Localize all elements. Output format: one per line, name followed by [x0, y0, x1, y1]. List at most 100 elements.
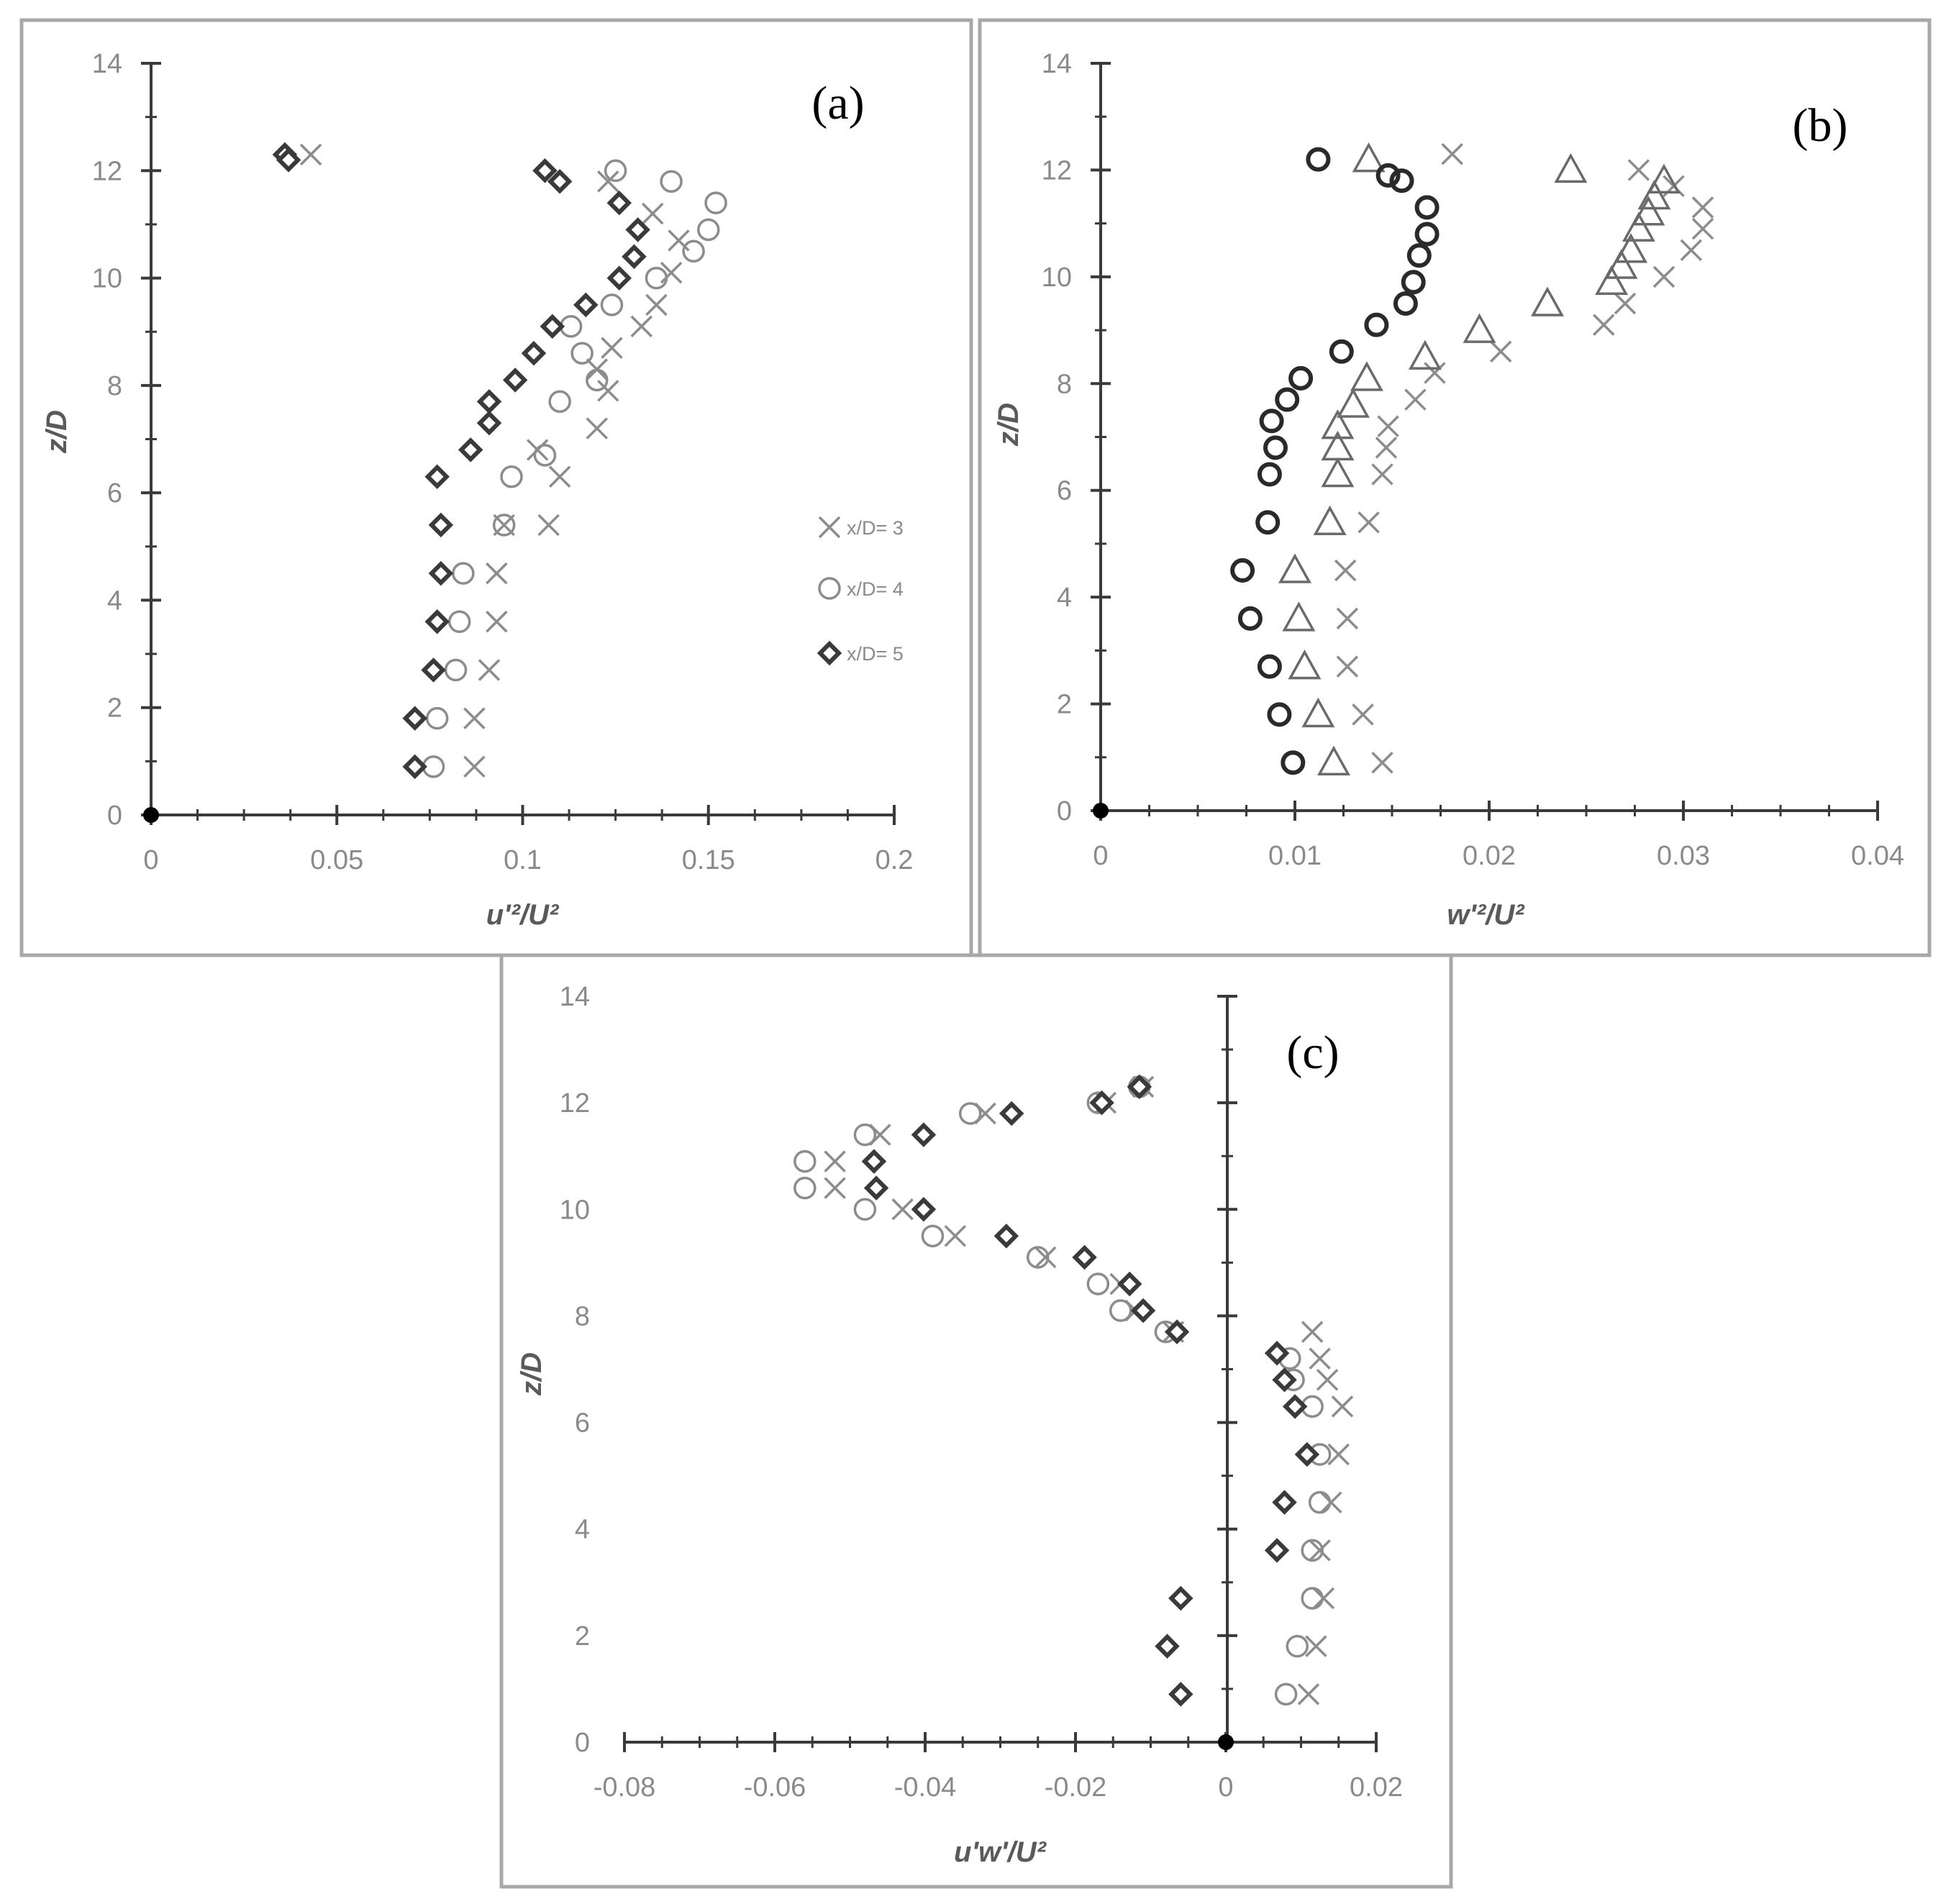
data-point [547, 168, 573, 194]
data-point [606, 190, 632, 216]
x-tick-label: 0.15 [682, 845, 735, 875]
data-point [1329, 339, 1354, 364]
data-point [1130, 1298, 1156, 1324]
data-point [463, 707, 486, 729]
data-point [1404, 388, 1427, 411]
y-axis-title: z/D [993, 403, 1024, 447]
data-point [622, 244, 647, 269]
y-tick-label: 4 [1057, 583, 1072, 613]
data-point [911, 1122, 937, 1147]
data-point [1371, 751, 1393, 774]
data-point [1259, 409, 1284, 434]
panel-letter: (a) [811, 77, 864, 129]
legend-marker [818, 516, 841, 539]
x-tick-label: -0.04 [894, 1772, 957, 1803]
data-point [1406, 243, 1432, 268]
y-tick-label: 2 [1057, 690, 1072, 720]
data-point [1350, 361, 1383, 391]
data-point [1321, 409, 1355, 439]
data-point [428, 512, 454, 538]
y-tick-label: 14 [92, 49, 122, 79]
series-x-d-4 [1278, 142, 1681, 775]
x-tick-label: 0.01 [1268, 841, 1322, 871]
data-point [1072, 1244, 1097, 1270]
data-point [1168, 1682, 1193, 1707]
data-point [645, 293, 668, 316]
panel-b: 0 0.01 0.02 0.03 0.04 0 2 4 6 8 10 12 14 w'²/U² z/D (b) [993, 49, 1904, 931]
data-point [853, 1198, 877, 1221]
data-point [944, 1225, 967, 1247]
x-tick-label: 0.2 [876, 845, 914, 875]
y-tick-label: 12 [92, 156, 122, 186]
data-point [1264, 1341, 1290, 1366]
data-point [1554, 152, 1588, 183]
data-point [863, 1175, 889, 1201]
data-point [1288, 650, 1322, 680]
data-point [1327, 1443, 1350, 1466]
y-tick-label: 14 [1042, 49, 1072, 79]
panel-c: -0.08 -0.06 -0.04 -0.02 0 0.02 0 2 4 6 8 10 12 14 u'w'… [516, 982, 1403, 1868]
x-tick-label: 0 [1218, 1772, 1233, 1803]
data-point [1316, 1369, 1339, 1391]
origin-marker [1093, 803, 1109, 819]
origin-marker [143, 807, 159, 823]
y-tick-label: 0 [1057, 796, 1072, 826]
series-x-d-5 [861, 1074, 1320, 1707]
data-point [1595, 265, 1629, 296]
data-point [1267, 702, 1292, 727]
y-tick-label: 6 [575, 1408, 590, 1439]
data-point [1321, 430, 1355, 461]
panel-a: 0 0.05 0.1 0.15 0.2 0 2 4 6 8 10 12 14 u'²/U² z/D (a) x/… [41, 49, 913, 931]
data-point [570, 342, 594, 365]
y-tick-label: 6 [1057, 476, 1072, 506]
data-point [1408, 340, 1442, 370]
origin-marker [1218, 1734, 1234, 1750]
data-point [424, 464, 450, 489]
data-point [1301, 1539, 1324, 1562]
data-point [1257, 654, 1282, 679]
data-point [486, 562, 508, 585]
panel-letter: (b) [1793, 99, 1848, 152]
data-point [911, 1197, 937, 1222]
data-point [1308, 1490, 1332, 1514]
data-point [921, 1224, 945, 1248]
data-point [1364, 312, 1389, 337]
y-tick-label: 4 [107, 586, 122, 616]
data-point [1680, 239, 1703, 261]
data-point [532, 158, 558, 183]
data-point [601, 337, 623, 359]
data-point [704, 191, 727, 214]
data-point [1352, 703, 1374, 726]
data-point [299, 143, 322, 166]
data-point [1127, 1074, 1152, 1100]
data-point [1109, 1299, 1132, 1322]
data-point [476, 389, 502, 414]
data-point [630, 315, 653, 337]
data-point [1305, 1635, 1327, 1657]
legend-label: x/D= 3 [847, 517, 904, 539]
data-point [276, 147, 301, 173]
data-point [1274, 1682, 1298, 1706]
data-point [958, 1102, 982, 1125]
data-point [853, 1123, 877, 1147]
data-point [476, 410, 502, 436]
data-point [1441, 142, 1463, 165]
data-point [645, 266, 668, 290]
y-tick-label: 8 [107, 371, 122, 401]
y-tick-label: 12 [560, 1088, 590, 1119]
data-point [1622, 211, 1655, 242]
data-point [1463, 313, 1496, 343]
data-point [1275, 387, 1300, 412]
data-point [1652, 265, 1675, 288]
series-x-d-3 [299, 143, 690, 778]
data-point [586, 368, 609, 392]
data-point [993, 1224, 1019, 1249]
x-axis-title: u'w'/U² [954, 1836, 1047, 1868]
data-point [1401, 270, 1426, 295]
data-point [606, 265, 632, 291]
data-point [1282, 1394, 1308, 1419]
panel-c-frame [499, 953, 1453, 1889]
data-point [1632, 196, 1665, 226]
data-point [1334, 559, 1357, 582]
data-point [597, 170, 619, 193]
